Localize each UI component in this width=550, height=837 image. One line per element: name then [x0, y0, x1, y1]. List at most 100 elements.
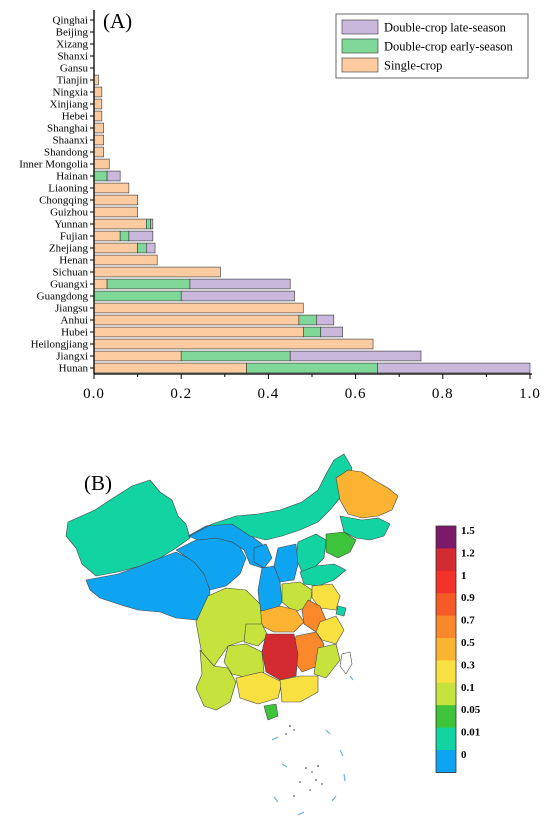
category-label: Guangxi — [50, 279, 88, 291]
colorbar-label: 0.9 — [461, 592, 475, 604]
category-label: Beijing — [56, 27, 89, 39]
choropleth-map: (B) — [65, 453, 481, 816]
china-map — [65, 453, 399, 816]
bar-hubei-series-0 — [93, 326, 304, 338]
bar-anhui-series-0 — [93, 314, 300, 326]
colorbar-cell — [436, 660, 456, 684]
south-china-sea-islands — [285, 725, 323, 797]
region-fujian — [313, 643, 341, 679]
bar-hubei-series-2 — [320, 326, 343, 338]
category-label: Liaoning — [48, 183, 88, 195]
bar-guangxi-series-1 — [106, 278, 191, 290]
category-label: Shandong — [44, 147, 89, 159]
bar-zhejiang-series-2 — [146, 242, 156, 254]
bar-hainan-series-2 — [106, 170, 121, 182]
category-label: Heilongjiang — [31, 339, 89, 351]
legend-entry: Single-crop — [384, 59, 442, 73]
region-hainan — [263, 703, 279, 721]
region-guangdong — [279, 675, 319, 703]
category-label: Hebei — [62, 111, 88, 123]
category-label: Shanxi — [57, 51, 88, 63]
bar-jiangxi-series-2 — [289, 350, 422, 362]
category-label: Ningxia — [53, 87, 89, 99]
colorbar-label: 1.2 — [461, 547, 475, 559]
region-taiwan — [339, 651, 353, 675]
colorbar-label: 0 — [461, 749, 467, 761]
x-tick-label: 0.4 — [258, 386, 280, 402]
bar-fujian-series-1 — [119, 230, 130, 242]
category-label: Hunan — [59, 363, 89, 375]
category-label: Inner Mongolia — [19, 159, 88, 171]
bar-fujian-series-2 — [128, 230, 154, 242]
bar-sichuan-series-0 — [93, 266, 221, 278]
category-label: Guizhou — [50, 207, 88, 219]
legend-entry: Double-crop late-season — [384, 21, 507, 35]
legend-swatch — [341, 19, 379, 35]
colorbar-frame — [435, 525, 457, 773]
bar-inner-mongolia-series-0 — [93, 158, 110, 170]
category-label: Chongqing — [39, 195, 88, 207]
bar-guangdong-series-1 — [93, 290, 182, 302]
bar-henan-series-0 — [93, 254, 158, 266]
bar-jiangxi-series-0 — [93, 350, 182, 362]
bar-guangdong-series-2 — [180, 290, 295, 302]
category-label: Yunnan — [54, 219, 88, 231]
colorbar-label: 0.5 — [461, 637, 475, 649]
bar-shanghai-series-0 — [93, 122, 104, 134]
region-liaoning — [325, 531, 357, 559]
bar-zhejiang-series-0 — [93, 242, 138, 254]
bar-anhui-series-2 — [316, 314, 335, 326]
category-labels: HunanJiangxiHeilongjiangHubeiAnhuiJiangs… — [19, 15, 88, 375]
bars-layer — [93, 74, 531, 374]
bar-hunan-series-2 — [377, 362, 531, 374]
region-hubei — [257, 605, 305, 633]
bar-xinjiang-series-0 — [93, 98, 103, 110]
bar-hainan-series-1 — [93, 170, 108, 182]
bar-shaanxi-series-0 — [93, 134, 104, 146]
bar-hubei-series-1 — [302, 326, 322, 338]
colorbar-label: 0.1 — [461, 682, 475, 694]
region-xinjiang — [65, 479, 191, 577]
category-label: Shaanxi — [53, 135, 88, 147]
bar-zhejiang-series-1 — [137, 242, 147, 254]
category-label: Qinghai — [53, 15, 88, 27]
region-jiangsu — [311, 583, 341, 611]
category-label: Henan — [59, 255, 88, 267]
colorbar-cell — [436, 526, 456, 549]
category-label: Zhejiang — [49, 243, 89, 255]
legend-swatch — [341, 38, 379, 54]
region-heilongjiang — [335, 469, 399, 519]
x-tick-label: 0.2 — [170, 386, 192, 402]
region-ningxia — [253, 543, 273, 569]
category-label: Hainan — [56, 171, 88, 183]
region-shandong — [299, 563, 347, 587]
bar-jiangsu-series-0 — [93, 302, 304, 314]
colorbar-label: 1 — [461, 570, 467, 582]
category-label: Tianjin — [57, 75, 89, 87]
bar-hebei-series-0 — [93, 110, 103, 122]
colorbar-label: 1.5 — [461, 525, 475, 537]
category-label: Jiangsu — [55, 303, 89, 315]
region-chongqing — [243, 623, 269, 647]
category-label: Jiangxi — [56, 351, 88, 363]
colorbar-label: 0.3 — [461, 659, 475, 671]
category-label: Sichuan — [53, 267, 89, 279]
region-jilin — [339, 515, 391, 541]
colorbar-label: 0.05 — [461, 704, 481, 716]
category-label: Hubei — [61, 327, 88, 339]
bar-hunan-series-1 — [246, 362, 378, 374]
legend: Double-crop late-season Double-crop early… — [335, 13, 529, 79]
bar-guangxi-series-2 — [189, 278, 291, 290]
region-hunan — [261, 633, 299, 681]
axes: 0.0 0.2 0.4 0.6 0.8 1.0 — [83, 10, 540, 402]
bar-yunnan-series-1 — [146, 218, 151, 230]
x-tick-label: 0.0 — [83, 386, 105, 402]
colorbar-cell — [436, 570, 456, 594]
bar-guizhou-series-0 — [93, 206, 138, 218]
bar-fujian-series-0 — [93, 230, 121, 242]
category-label: Fujian — [60, 231, 89, 243]
colorbar-cell — [436, 548, 456, 572]
nine-dash-line — [271, 675, 354, 816]
bar-ningxia-series-0 — [93, 86, 103, 98]
colorbar-cell — [436, 705, 456, 729]
